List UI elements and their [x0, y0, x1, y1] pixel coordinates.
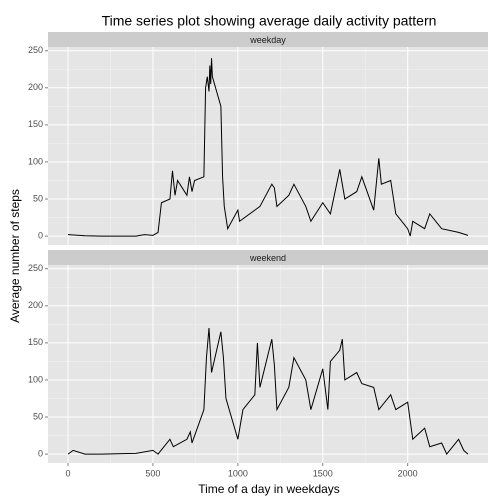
x-tick-label: 2000 [398, 468, 418, 478]
y-tick-label: 0 [38, 448, 43, 458]
y-tick-label: 150 [28, 119, 43, 129]
y-tick-label: 0 [38, 230, 43, 240]
y-tick-label: 150 [28, 337, 43, 347]
x-tick-label: 0 [66, 468, 71, 478]
y-tick-label: 200 [28, 300, 43, 310]
y-tick-label: 50 [33, 193, 43, 203]
strip-label: weekday [249, 35, 286, 45]
y-tick-label: 50 [33, 411, 43, 421]
strip [48, 32, 488, 47]
x-axis-label: Time of a day in weekdays [198, 482, 340, 496]
y-tick-label: 250 [28, 263, 43, 273]
y-tick-label: 250 [28, 45, 43, 55]
x-tick-label: 1500 [313, 468, 333, 478]
strip-label: weekend [249, 253, 286, 263]
chart-title: Time series plot showing average daily a… [102, 13, 437, 29]
line [68, 58, 469, 237]
panel [48, 47, 488, 245]
y-axis-label: Average number of steps [8, 189, 22, 323]
strip [48, 250, 488, 265]
line [67, 327, 469, 456]
y-tick-label: 100 [28, 156, 43, 166]
x-tick-label: 1000 [228, 468, 248, 478]
panel [48, 265, 488, 463]
y-tick-label: 200 [28, 82, 43, 92]
x-tick-label: 500 [145, 468, 160, 478]
y-tick-label: 100 [28, 374, 43, 384]
